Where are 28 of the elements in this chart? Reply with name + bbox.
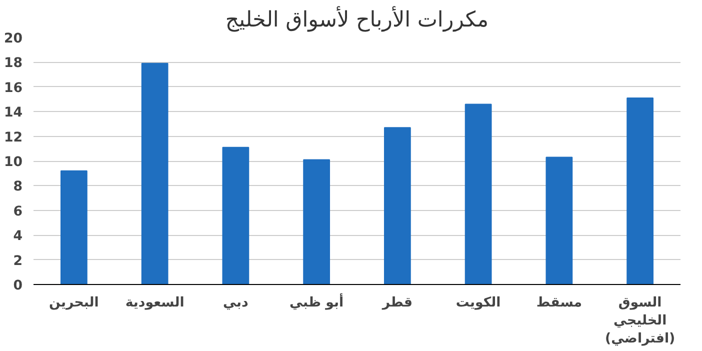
y-tick-label: 10	[4, 155, 23, 170]
bar	[384, 127, 411, 284]
y-tick-label: 16	[4, 80, 23, 96]
y-tick-label: 18	[4, 56, 23, 72]
y-tick-label: 0	[13, 278, 23, 294]
y-tick-label: 12	[4, 130, 23, 146]
x-tick-label: أبو ظبي	[290, 292, 344, 310]
x-tick-label: الكويت	[456, 296, 501, 310]
bar	[464, 104, 492, 284]
x-tick-label: قطر	[381, 296, 412, 310]
bar	[626, 98, 654, 284]
y-tick-label: 14	[4, 106, 23, 121]
x-tick-label: مسقط	[536, 296, 582, 310]
x-tick-label: دبي	[223, 296, 249, 310]
bar	[141, 62, 168, 284]
bar	[60, 170, 88, 284]
x-tick-label: السعودية	[125, 296, 184, 310]
x-tick-label: البحرين	[48, 296, 99, 310]
bar	[303, 159, 330, 284]
y-tick-label: 4	[13, 229, 23, 244]
chart-title: مكررات الأرباح لأسواق الخليج	[225, 6, 489, 32]
x-tick-label: السوق الخليجي (افتراضي)	[604, 296, 676, 346]
y-tick-label: 20	[4, 32, 23, 46]
y-tick-label: 8	[13, 180, 23, 195]
bar	[546, 156, 573, 284]
bar	[222, 146, 250, 284]
y-tick-label: 6	[13, 204, 23, 220]
y-tick-label: 2	[13, 254, 23, 269]
